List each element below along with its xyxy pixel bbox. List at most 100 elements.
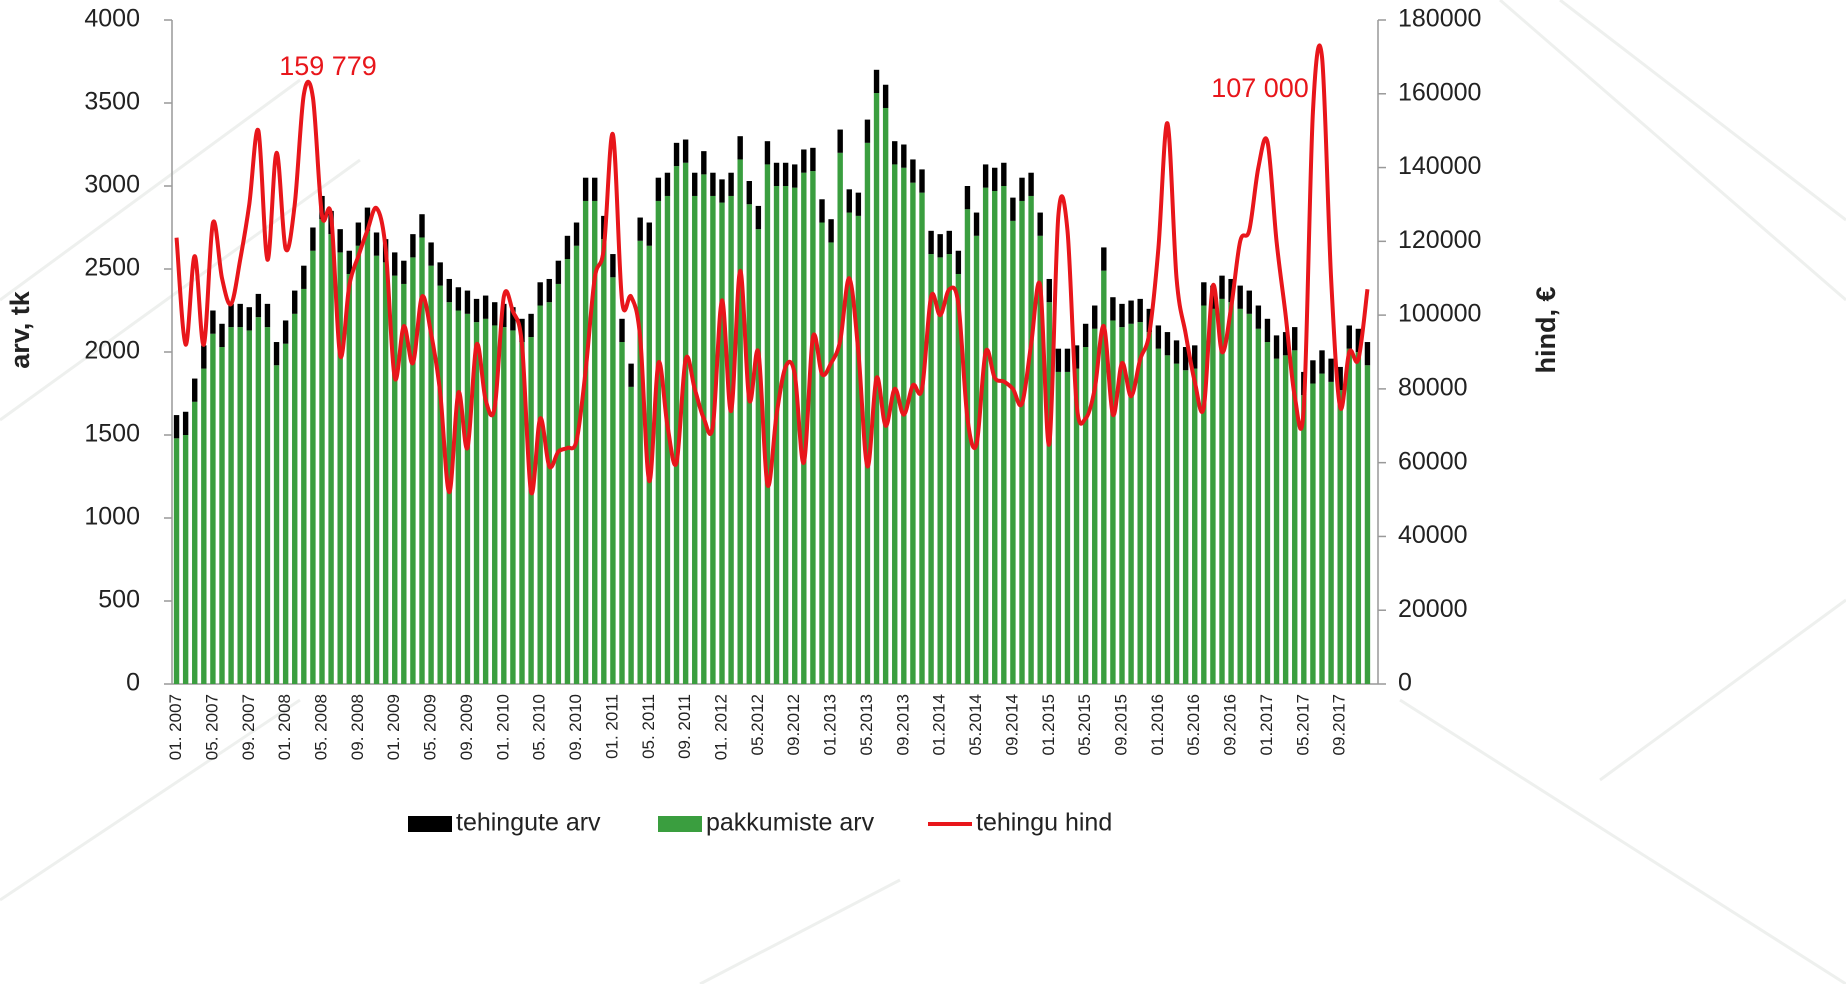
bar xyxy=(937,234,943,258)
bar xyxy=(1246,290,1252,314)
x-tick-label: 09. 2011 xyxy=(675,694,694,759)
bar xyxy=(828,242,834,684)
bar xyxy=(1292,350,1298,684)
bar xyxy=(910,159,916,183)
bar xyxy=(1292,327,1298,351)
legend-label: tehingu hind xyxy=(976,809,1112,837)
bar xyxy=(1073,345,1080,369)
bar xyxy=(555,260,562,284)
bar xyxy=(773,186,780,684)
bar xyxy=(846,212,852,684)
x-tick-label: 09.2014 xyxy=(1002,694,1021,755)
bar xyxy=(364,207,371,231)
bar xyxy=(1164,332,1171,356)
bar xyxy=(528,337,534,684)
y2-tick-label: 40000 xyxy=(1398,521,1468,549)
x-tick-label: 09.2015 xyxy=(1111,694,1130,755)
bar xyxy=(1037,235,1043,685)
x-tick-label: 01. 2007 xyxy=(166,694,185,760)
bar xyxy=(1319,373,1325,684)
bar xyxy=(1101,270,1107,684)
x-tick-label: 05.2012 xyxy=(748,694,767,755)
bar xyxy=(210,333,216,684)
bar xyxy=(873,69,880,94)
bar xyxy=(237,303,243,328)
bar xyxy=(746,181,752,205)
bar xyxy=(928,254,934,684)
bar xyxy=(892,141,898,165)
bar xyxy=(637,217,643,241)
bar xyxy=(728,195,734,684)
bar xyxy=(755,229,762,684)
x-tick-label: 01.2017 xyxy=(1257,694,1276,755)
bar xyxy=(1328,358,1334,382)
bar xyxy=(1246,313,1252,684)
bar xyxy=(1092,328,1098,684)
y2-tick-label: 140000 xyxy=(1398,152,1481,180)
bar xyxy=(782,162,789,186)
bar xyxy=(355,222,362,246)
bar xyxy=(846,189,852,213)
legend-label: pakkumiste arv xyxy=(706,809,875,837)
y2-tick-label: 60000 xyxy=(1398,447,1468,475)
y-tick-label: 3000 xyxy=(84,171,140,199)
y2-tick-label: 100000 xyxy=(1398,300,1481,328)
x-tick-label: 09.2012 xyxy=(784,694,803,755)
bar xyxy=(1055,348,1062,372)
bar xyxy=(246,330,252,684)
bar xyxy=(328,234,334,684)
bar xyxy=(437,262,443,286)
bar xyxy=(592,200,598,684)
bar xyxy=(810,147,816,172)
bar xyxy=(982,164,989,188)
bar xyxy=(546,278,552,303)
bar xyxy=(1310,383,1316,684)
bar xyxy=(810,171,816,684)
bar xyxy=(1001,162,1007,186)
bar xyxy=(346,250,352,274)
bar xyxy=(737,159,743,684)
bar xyxy=(728,172,734,196)
bar xyxy=(292,313,298,684)
bar xyxy=(1073,368,1080,684)
bar xyxy=(610,254,616,278)
x-tick-label: 05. 2007 xyxy=(202,694,221,760)
bar xyxy=(710,195,716,684)
bar xyxy=(1001,186,1007,684)
bar xyxy=(419,237,425,684)
bar xyxy=(264,303,271,328)
bar xyxy=(664,172,671,196)
x-tick-label: 01.2016 xyxy=(1148,694,1167,755)
x-tick-label: 05. 2009 xyxy=(421,694,440,760)
bar xyxy=(992,167,998,191)
x-tick-label: 01.2014 xyxy=(930,694,949,755)
bar xyxy=(337,252,343,684)
x-tick-label: 09.2013 xyxy=(893,694,912,755)
bar xyxy=(664,195,671,684)
bar xyxy=(210,310,216,334)
y2-tick-label: 180000 xyxy=(1398,5,1481,33)
bar xyxy=(1337,366,1343,391)
x-tick-label: 09. 2010 xyxy=(566,694,585,760)
legend-swatch xyxy=(658,816,702,832)
bar xyxy=(1282,355,1289,684)
bar xyxy=(919,169,925,193)
bar xyxy=(355,245,362,684)
bar xyxy=(455,287,462,311)
bar xyxy=(901,144,907,168)
y-tick-label: 3500 xyxy=(84,88,140,116)
bar xyxy=(382,262,389,684)
bar xyxy=(937,257,943,684)
bar xyxy=(373,255,380,684)
y2-tick-label: 80000 xyxy=(1398,373,1468,401)
bar xyxy=(792,164,798,188)
bar xyxy=(882,84,889,108)
x-tick-label: 01. 2012 xyxy=(711,694,730,760)
bar xyxy=(746,204,752,684)
bar xyxy=(1201,305,1207,684)
bar xyxy=(637,240,643,684)
bar xyxy=(546,302,552,684)
bar xyxy=(519,342,525,684)
bar xyxy=(973,212,980,236)
bar xyxy=(173,415,180,439)
